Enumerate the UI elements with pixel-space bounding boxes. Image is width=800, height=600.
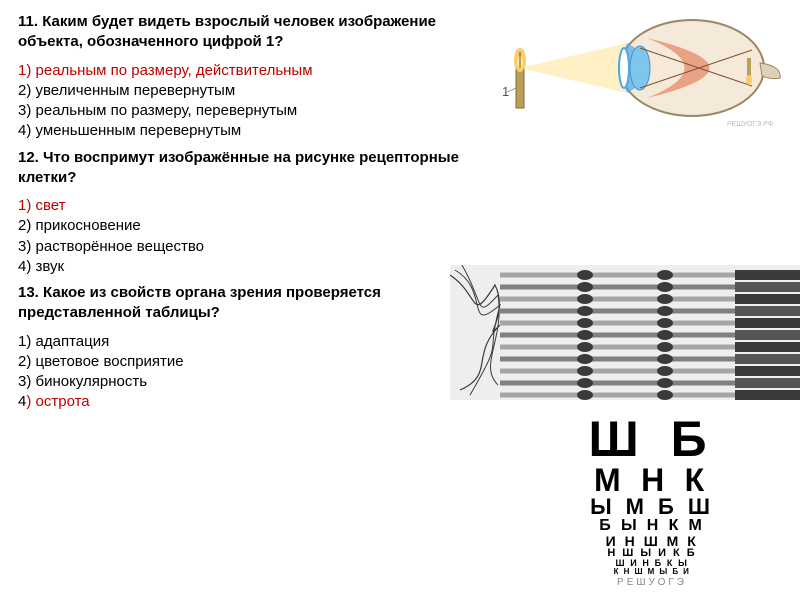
- svg-text:РЕШУОГЭ.РФ: РЕШУОГЭ.РФ: [727, 121, 773, 128]
- chart-row: К Н Ш М Ы Б И: [522, 568, 782, 576]
- sivtsev-eye-chart: Ш Б М Н К Ы М Б Ш Б Ы Н К М И Н Ш М К Н …: [522, 414, 782, 588]
- chart-watermark: РЕШУОГЭ: [522, 578, 782, 588]
- q11-answers: 1) реальным по размеру, действительным 2…: [18, 61, 478, 142]
- q12-answer-4: 4) звук: [18, 257, 498, 277]
- question-12: 12. Что воспримут изображённые на рисунк…: [18, 148, 498, 278]
- q13-answer-4: 4) острота: [18, 392, 538, 412]
- chart-row: Ш Б: [522, 414, 782, 464]
- chart-row: Б Ы Н К М: [522, 518, 782, 534]
- q13-answers: 1) адаптация 2) цветовое восприятие 3) б…: [18, 332, 538, 413]
- q13-answer-2: 2) цветовое восприятие: [18, 352, 538, 372]
- q13-answer-1: 1) адаптация: [18, 332, 538, 352]
- chart-row: И Н Ш М К: [522, 534, 782, 548]
- q11-answer-4: 4) уменьшенным перевернутым: [18, 121, 478, 141]
- q11-answer-3: 3) реальным по размеру, перевернутым: [18, 101, 478, 121]
- question-13: 13. Какое из свойств органа зрения прове…: [18, 283, 538, 413]
- question-11: 11. Каким будет видеть взрослый человек …: [18, 12, 478, 142]
- chart-row: Ы М Б Ш: [522, 496, 782, 518]
- q11-answer-2: 2) увеличенным перевернутым: [18, 81, 478, 101]
- q11-answer-1: 1) реальным по размеру, действительным: [18, 61, 478, 81]
- q12-answer-1: 1) свет: [18, 196, 498, 216]
- chart-row: М Н К: [522, 464, 782, 496]
- q11-title: 11. Каким будет видеть взрослый человек …: [18, 12, 478, 53]
- q12-answer-3: 3) растворённое вещество: [18, 237, 498, 257]
- eye-diagram: 1 РЕШУОГЭ.РФ: [472, 8, 782, 128]
- q12-answer-2: 2) прикосновение: [18, 216, 498, 236]
- q13-answer-3: 3) бинокулярность: [18, 372, 538, 392]
- q12-answers: 1) свет 2) прикосновение 3) растворённое…: [18, 196, 498, 277]
- q13-title: 13. Какое из свойств органа зрения прове…: [18, 283, 538, 324]
- q12-title: 12. Что воспримут изображённые на рисунк…: [18, 148, 498, 189]
